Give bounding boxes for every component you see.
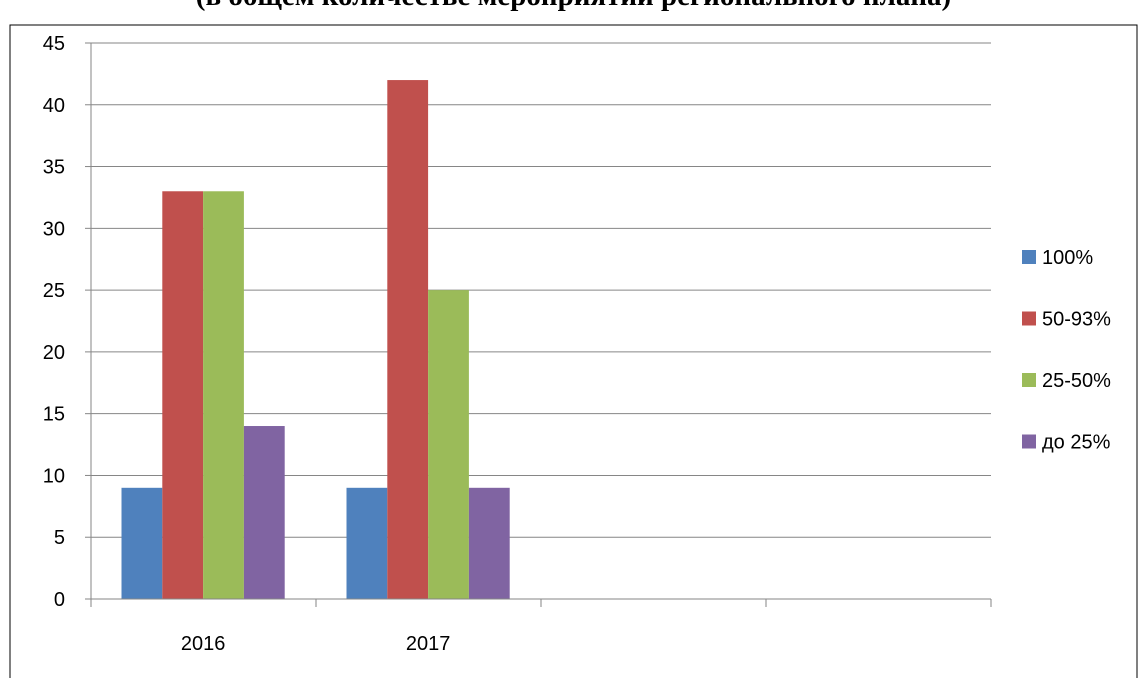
x-tick-label: 2016 bbox=[181, 633, 226, 655]
y-tick-label: 40 bbox=[43, 95, 65, 117]
legend-swatch bbox=[1022, 373, 1036, 387]
y-tick-label: 10 bbox=[43, 465, 65, 487]
bar bbox=[346, 487, 388, 599]
grid bbox=[91, 42, 991, 538]
bar bbox=[162, 191, 204, 599]
y-tick-label: 0 bbox=[54, 589, 65, 611]
legend-swatch bbox=[1022, 311, 1036, 326]
bar bbox=[387, 80, 429, 600]
legend-swatch bbox=[1022, 434, 1036, 449]
legend-label: до 25% bbox=[1042, 432, 1111, 454]
legend-label: 50-93% bbox=[1042, 309, 1111, 331]
bar bbox=[203, 191, 244, 599]
bars bbox=[121, 80, 510, 600]
bar bbox=[243, 426, 285, 599]
axes: 0 5 10 15 20 25 30 35 40 45 2016 2017 bbox=[43, 33, 992, 655]
y-tick-label: 5 bbox=[54, 527, 65, 549]
legend-label: 25-50% bbox=[1042, 370, 1111, 392]
legend-label: 100% bbox=[1042, 247, 1093, 269]
y-tick-label: 45 bbox=[43, 33, 65, 55]
y-tick-label: 25 bbox=[43, 280, 65, 302]
chart-border bbox=[9, 24, 1138, 678]
y-tick-label: 30 bbox=[43, 218, 65, 240]
chart-title: (в общем количестве мероприятий регионал… bbox=[0, 0, 1147, 13]
y-tick-label: 20 bbox=[43, 342, 65, 364]
y-tick-label: 35 bbox=[43, 157, 65, 179]
y-tick-label: 15 bbox=[43, 404, 65, 426]
bar bbox=[428, 290, 469, 599]
bar bbox=[468, 487, 510, 599]
bar bbox=[121, 487, 163, 599]
legend-swatch bbox=[1022, 250, 1036, 264]
legend: 100% 50-93% 25-50% до 25% bbox=[1022, 247, 1111, 454]
x-tick-label: 2017 bbox=[406, 633, 451, 655]
